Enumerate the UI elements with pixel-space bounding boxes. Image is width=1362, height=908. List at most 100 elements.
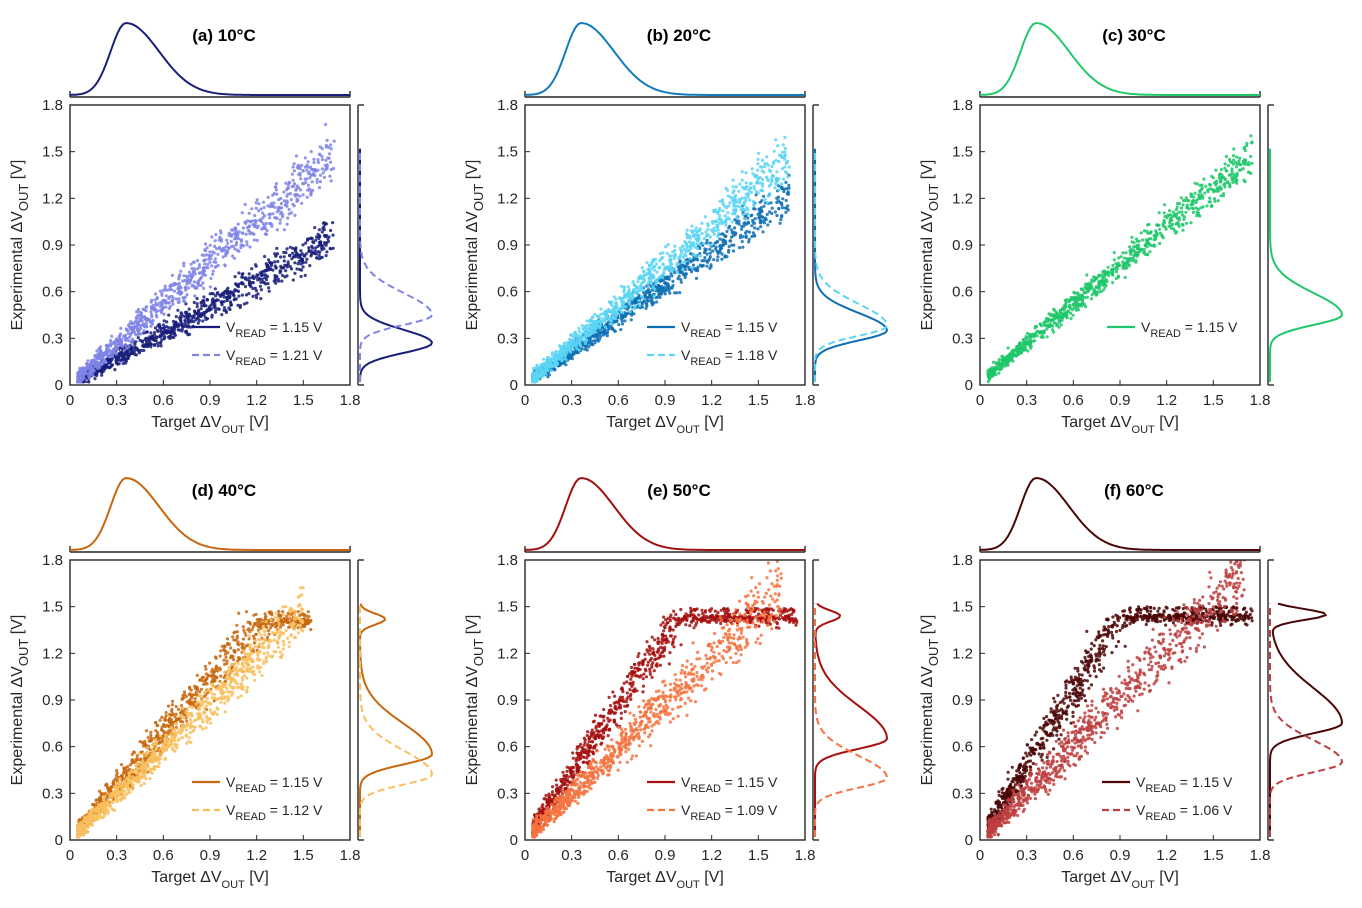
data-point-0 [1217, 176, 1221, 180]
data-point-0 [1184, 221, 1188, 225]
data-point-0 [773, 210, 777, 214]
data-point-0 [997, 371, 1001, 375]
data-point-0 [203, 310, 207, 314]
y-tick-label: 0.9 [497, 237, 518, 254]
data-point-1 [692, 241, 696, 245]
data-point-0 [1005, 362, 1010, 367]
data-point-1 [756, 191, 760, 195]
data-point-1 [254, 206, 258, 210]
y-tick-label: 1.8 [952, 97, 973, 114]
y-label-unit: [V] [9, 160, 26, 184]
data-point-1 [195, 259, 200, 263]
data-point-1 [723, 214, 727, 218]
data-point-1 [775, 170, 779, 174]
data-point-1 [620, 302, 625, 306]
data-point-1 [202, 266, 206, 270]
data-point-1 [83, 371, 87, 375]
data-point-0 [1245, 143, 1249, 148]
data-point-0 [247, 637, 251, 641]
data-point-0 [1115, 265, 1119, 269]
data-point-1 [676, 256, 681, 260]
data-point-0 [295, 267, 299, 271]
data-point-1 [726, 194, 730, 198]
data-point-0 [331, 233, 335, 237]
data-point-1 [316, 158, 320, 162]
data-point-1 [713, 219, 718, 223]
data-point-1 [100, 362, 104, 366]
data-point-1 [775, 179, 779, 183]
data-point-0 [708, 251, 712, 255]
data-point-1 [260, 227, 264, 231]
data-point-1 [744, 171, 748, 175]
data-point-1 [717, 232, 721, 236]
data-point-1 [109, 344, 113, 348]
data-point-1 [767, 168, 772, 172]
data-point-1 [185, 293, 189, 297]
data-point-1 [689, 246, 693, 250]
data-point-0 [1208, 187, 1212, 191]
data-point-0 [587, 345, 591, 349]
data-point-0 [1231, 158, 1236, 162]
data-point-0 [758, 218, 762, 222]
data-point-1 [115, 347, 119, 351]
data-point-1 [174, 297, 179, 301]
data-point-1 [323, 168, 327, 172]
data-point-0 [775, 213, 779, 218]
data-point-1 [271, 193, 275, 197]
data-point-0 [1122, 256, 1127, 260]
data-point-1 [540, 368, 544, 372]
data-point-1 [614, 297, 618, 301]
data-point-0 [1072, 290, 1076, 294]
data-point-0 [784, 180, 788, 184]
data-point-1 [109, 339, 113, 343]
data-point-1 [191, 283, 195, 287]
data-point-0 [225, 637, 229, 641]
data-point-0 [307, 237, 312, 241]
data-point-0 [1163, 203, 1167, 207]
data-point-1 [757, 151, 761, 155]
data-point-0 [1102, 279, 1106, 283]
data-point-1 [772, 149, 776, 153]
data-point-1 [96, 362, 100, 366]
data-point-0 [327, 235, 331, 239]
data-point-0 [323, 241, 327, 245]
data-point-0 [1231, 154, 1236, 158]
data-point-0 [1174, 231, 1178, 235]
data-point-1 [106, 350, 110, 354]
data-point-0 [295, 251, 299, 255]
data-point-1 [754, 173, 758, 177]
data-point-0 [615, 319, 619, 323]
data-point-1 [685, 228, 689, 232]
data-point-0 [231, 658, 236, 662]
data-point-1 [156, 309, 160, 313]
data-point-1 [312, 157, 316, 161]
data-point-0 [290, 251, 295, 255]
data-point-1 [315, 177, 319, 181]
data-point-1 [637, 277, 641, 281]
data-point-0 [1128, 245, 1132, 249]
data-point-0 [665, 275, 669, 279]
data-point-0 [1153, 244, 1157, 248]
data-point-0 [223, 289, 228, 293]
data-point-0 [1230, 167, 1234, 171]
data-point-1 [742, 201, 746, 205]
legend-v: V [226, 319, 236, 335]
data-point-1 [274, 216, 278, 220]
data-point-1 [776, 144, 780, 148]
scatter-layer [76, 122, 336, 384]
data-point-1 [762, 170, 766, 174]
data-point-0 [770, 206, 774, 210]
data-point-1 [177, 297, 181, 301]
data-point-0 [133, 342, 137, 346]
data-point-0 [114, 361, 118, 365]
data-point-0 [238, 304, 243, 308]
data-point-1 [254, 201, 258, 205]
data-point-1 [721, 198, 725, 202]
data-point-1 [761, 158, 765, 162]
data-point-0 [1189, 194, 1193, 198]
data-point-0 [251, 281, 255, 285]
data-point-0 [162, 319, 166, 323]
data-point-1 [131, 339, 135, 343]
data-point-0 [1024, 341, 1028, 345]
data-point-0 [231, 635, 235, 639]
